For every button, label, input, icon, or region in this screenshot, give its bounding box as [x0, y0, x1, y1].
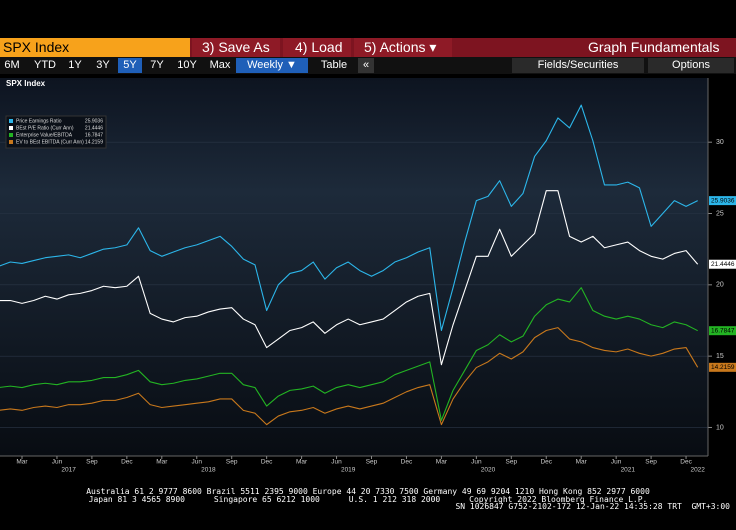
- x-tick-label: Mar: [16, 459, 28, 466]
- x-tick-label: Jun: [611, 459, 622, 466]
- x-tick-label: Mar: [296, 459, 308, 466]
- period-button[interactable]: 1Y: [68, 59, 82, 71]
- legend-label: BEst P/E Ratio (Curr Ann): [16, 125, 74, 131]
- period-button[interactable]: YTD: [34, 59, 56, 71]
- period-button[interactable]: 10Y: [177, 59, 197, 71]
- legend-value: 14.2159: [85, 139, 103, 145]
- table-button[interactable]: Table: [320, 59, 348, 71]
- x-tick-label: Dec: [540, 459, 552, 466]
- legend-label: EV to BEst EBITDA (Curr Ann): [16, 139, 84, 145]
- last-value-tag: [709, 259, 736, 269]
- x-tick-label: Sep: [366, 459, 378, 466]
- footer-line: SN 1026847 G752-2102-172 12-Jan-22 14:35…: [455, 502, 730, 511]
- x-tick-label: Dec: [680, 459, 692, 466]
- period-button[interactable]: 5Y: [118, 58, 142, 73]
- fields-button[interactable]: Fields/Securities: [512, 58, 644, 73]
- x-tick-label: Sep: [506, 459, 518, 466]
- x-tick-label: Dec: [261, 459, 273, 466]
- last-value-label: 21.4446: [711, 261, 735, 268]
- last-value-label: 25.9036: [711, 197, 735, 204]
- series-line: [0, 190, 699, 366]
- x-tick-label: Sep: [226, 459, 238, 466]
- legend-label: Enterprise Value/EBITDA: [16, 132, 73, 138]
- y-tick-label: 15: [716, 353, 724, 360]
- y-tick-label: 10: [716, 424, 724, 431]
- chart: SPX Index 10 15 20 25 30 Mar Jun Sep Dec Mar Jun Se…: [0, 78, 736, 474]
- security-field[interactable]: SPX Index: [0, 38, 190, 57]
- x-year-label: 2020: [481, 467, 496, 474]
- y-tick-label: 20: [716, 282, 724, 289]
- last-value-tag: [709, 326, 736, 336]
- x-year-label: 2019: [341, 467, 356, 474]
- series-line: [0, 287, 698, 421]
- footer-line: Japan 81 3 4565 8900 Singapore 65 6212 1…: [88, 495, 648, 504]
- legend-label: Price Earnings Ratio: [16, 118, 62, 124]
- collapse-button[interactable]: «: [358, 58, 374, 73]
- x-tick-label: Jun: [52, 459, 63, 466]
- x-tick-label: Jun: [192, 459, 203, 466]
- legend-swatch: [9, 126, 13, 130]
- footer-line: Australia 61 2 9777 8600 Brazil 5511 239…: [86, 487, 650, 496]
- legend-swatch: [9, 133, 13, 137]
- last-value-tag: [709, 362, 736, 372]
- x-year-label: 2022: [690, 467, 705, 474]
- x-year-label: 2017: [61, 467, 76, 474]
- x-year-label: 2021: [621, 467, 636, 474]
- x-tick-label: Mar: [436, 459, 448, 466]
- menu-button[interactable]: 4) Load: [283, 38, 351, 57]
- x-tick-label: Jun: [331, 459, 342, 466]
- options-button[interactable]: Options: [648, 58, 734, 73]
- menu-button[interactable]: 5) Actions ▾: [354, 38, 452, 57]
- x-tick-label: Jun: [471, 459, 482, 466]
- frequency-dropdown[interactable]: Weekly ▼: [236, 58, 308, 73]
- period-button[interactable]: 7Y: [150, 59, 164, 71]
- last-value-label: 16.7847: [711, 327, 735, 334]
- series-line: [0, 327, 699, 426]
- x-tick-label: Dec: [401, 459, 413, 466]
- chart-title: SPX Index: [6, 79, 46, 88]
- x-tick-label: Sep: [86, 459, 98, 466]
- legend-swatch: [9, 140, 13, 144]
- x-year-label: 2018: [201, 467, 216, 474]
- function-title: Graph Fundamentals: [588, 39, 720, 55]
- last-value-label: 14.2159: [711, 364, 735, 371]
- menu-button[interactable]: 3) Save As: [192, 38, 280, 57]
- legend-swatch: [9, 119, 13, 123]
- y-tick-label: 25: [716, 210, 724, 217]
- legend-value: 25.9036: [85, 118, 103, 124]
- y-tick-label: 30: [716, 139, 724, 146]
- x-tick-label: Sep: [645, 459, 657, 466]
- toolbar: Weekly ▼ Table « Fields/Securities Optio…: [0, 57, 736, 74]
- series-line: [0, 104, 698, 332]
- x-tick-label: Dec: [121, 459, 133, 466]
- legend-value: 16.7847: [85, 132, 103, 138]
- legend-value: 21.4446: [85, 125, 103, 131]
- x-tick-label: Mar: [156, 459, 168, 466]
- period-button[interactable]: Max: [209, 59, 231, 71]
- last-value-tag: [709, 196, 736, 206]
- period-button[interactable]: 3Y: [96, 59, 110, 71]
- period-button[interactable]: 6M: [4, 59, 20, 71]
- command-bar: SPX Index 3) Save As 4) Load 5) Actions …: [0, 38, 736, 57]
- legend-box: [5, 115, 107, 149]
- x-tick-label: Mar: [576, 459, 588, 466]
- plot-area: [0, 78, 708, 456]
